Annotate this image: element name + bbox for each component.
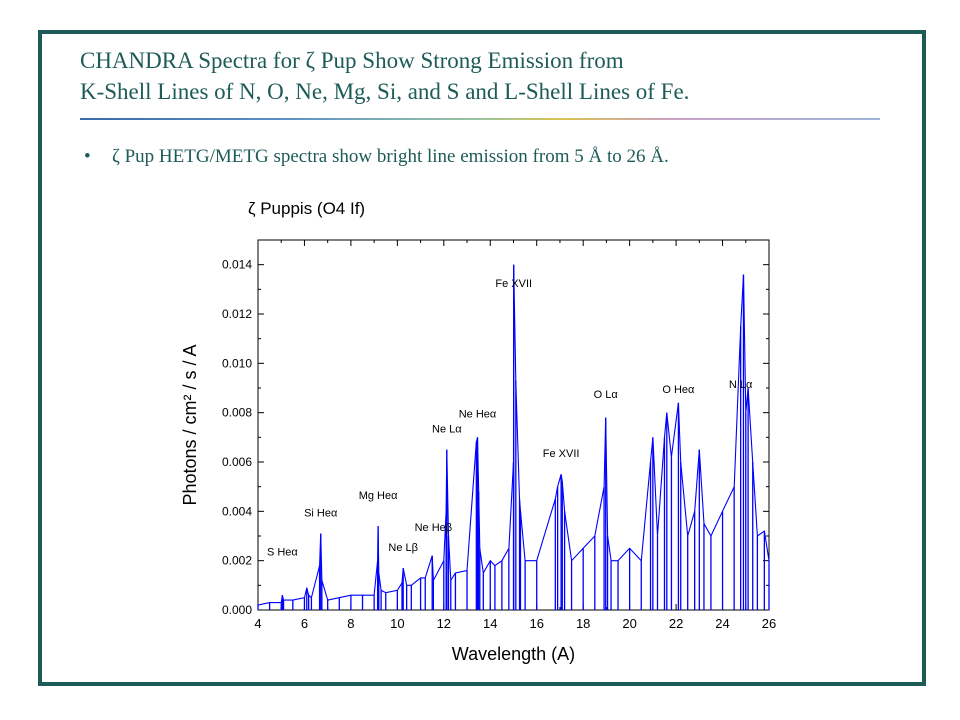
annotation-label: O Heα [662,384,695,396]
annotation-label: N Lα [729,379,753,391]
y-tick-label: 0.004 [222,504,252,518]
y-tick-label: 0.012 [222,307,252,321]
x-tick-label: 4 [254,616,261,631]
annotation-label: S Heα [267,547,298,559]
x-tick-label: 8 [347,616,354,631]
y-tick-label: 0.010 [222,356,252,370]
slide-title: CHANDRA Spectra for ζ Pup Show Strong Em… [80,45,900,107]
x-tick-label: 12 [437,616,451,631]
bullet-marker: • [84,146,91,167]
x-tick-label: 6 [301,616,308,631]
x-tick-label: 10 [390,616,404,631]
x-tick-label: 24 [715,616,729,631]
x-tick-label: 14 [483,616,497,631]
slide-title-line-2: K-Shell Lines of N, O, Ne, Mg, Si, and S… [80,79,690,104]
y-tick-label: 0.002 [222,554,252,568]
x-axis-label: Wavelength (A) [452,644,575,664]
y-tick-label: 0.000 [222,603,252,617]
annotation-label: Fe XVII [543,448,580,460]
annotation-label: Ne Lβ [388,542,418,554]
annotation-label: O Lα [594,389,619,401]
y-tick-label: 0.008 [222,406,252,420]
plot-title: ζ Puppis (O4 If) [248,199,365,218]
bullet-text: ζ Pup HETG/METG spectra show bright line… [112,146,669,167]
x-tick-label: 16 [529,616,543,631]
annotation-label: Mg Heα [359,490,398,502]
title-divider [80,118,880,120]
slide-frame [38,30,926,686]
y-tick-label: 0.014 [222,258,252,272]
x-tick-label: 20 [622,616,636,631]
spectrum-chart: ζ Puppis (O4 If) 4 6 8 10 12 14 16 18 20 22 24 26 0.0… [180,199,776,664]
annotation-label: Si Heα [304,507,338,519]
y-axis-label: Photons / cm² / s / A [180,344,200,505]
slide-title-line-1: CHANDRA Spectra for ζ Pup Show Strong Em… [80,48,624,73]
x-tick-label: 22 [669,616,683,631]
y-tick-label: 0.006 [222,455,252,469]
x-tick-label: 18 [576,616,590,631]
x-tick-label: 26 [762,616,776,631]
annotation-label: Fe XVII [495,278,532,290]
annotation-label: Ne Heβ [415,522,453,534]
annotation-label: Ne Heα [459,409,497,421]
annotation-label: Ne Lα [432,423,462,435]
